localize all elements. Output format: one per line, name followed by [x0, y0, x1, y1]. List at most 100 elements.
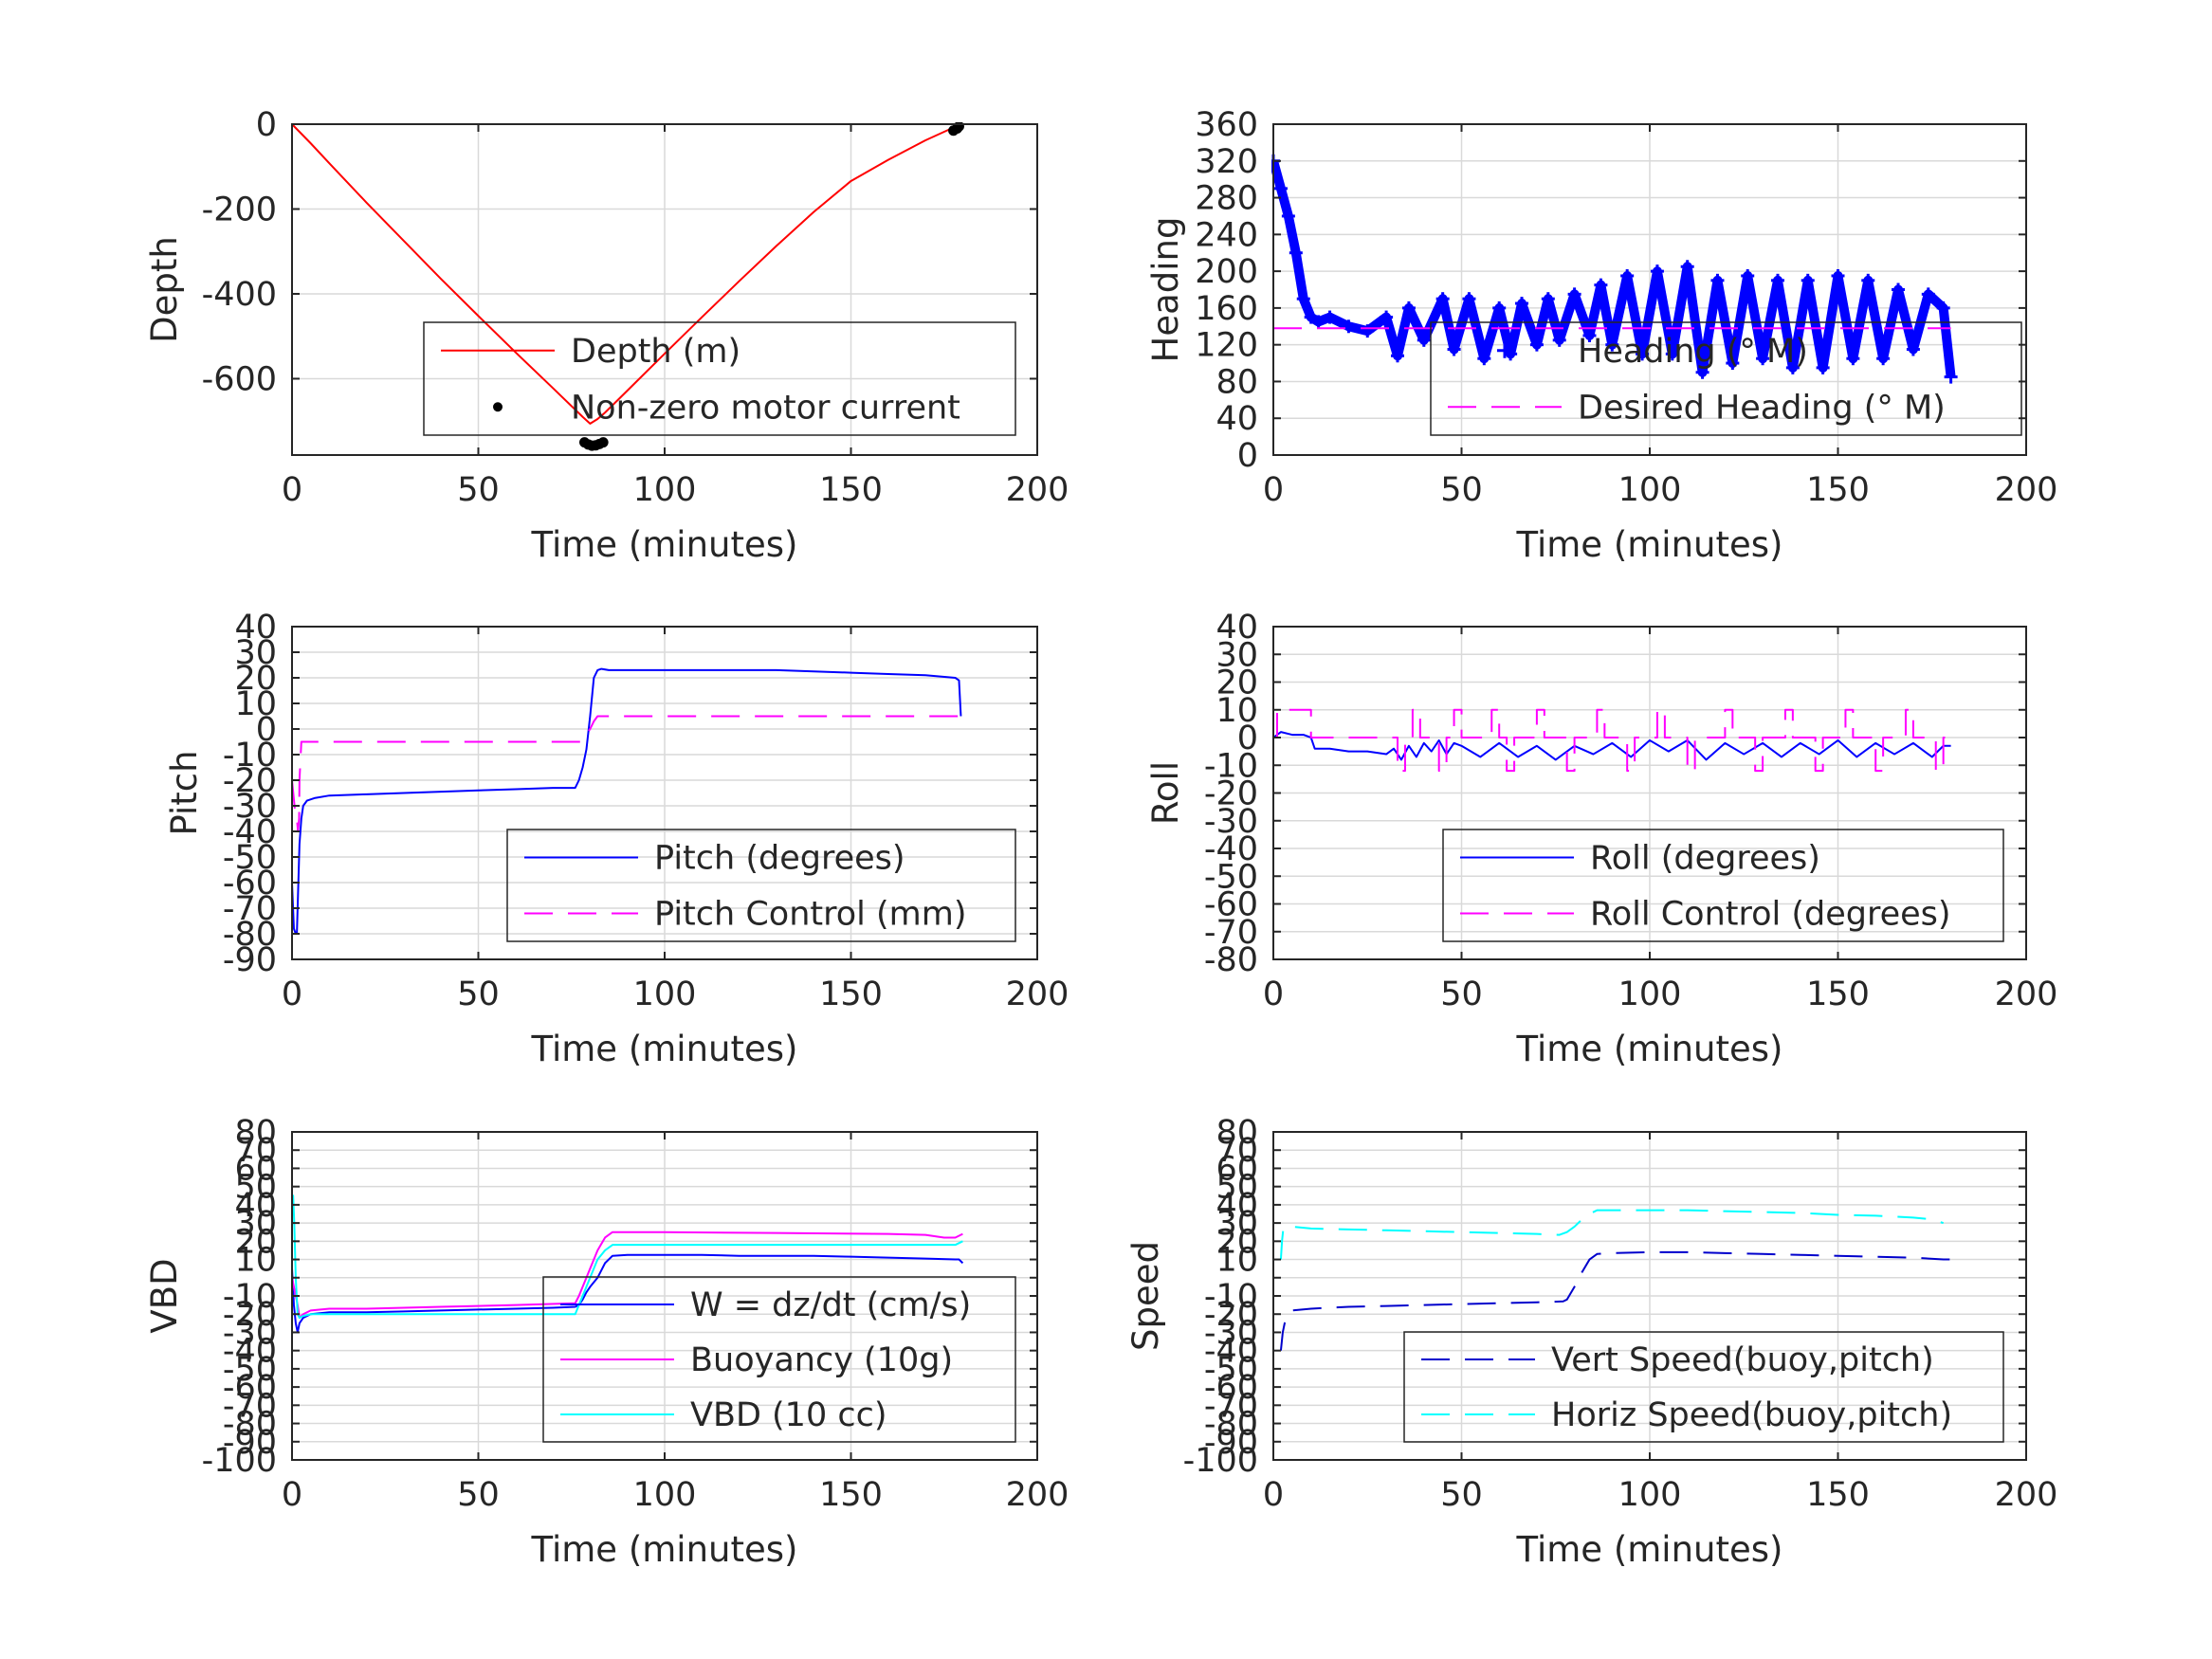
series-line	[291, 1231, 963, 1320]
legend-label: Vert Speed(buoy,pitch)	[1551, 1341, 1934, 1379]
y-axis-label: Roll	[1145, 761, 1186, 825]
y-tick-label: 10	[234, 1242, 277, 1280]
y-tick-label: 160	[1195, 290, 1258, 328]
legend-label: Desired Heading (° M)	[1578, 389, 1946, 427]
tick-marks	[1272, 123, 2027, 456]
x-tick-label: 50	[457, 1476, 500, 1514]
legend-label: Non-zero motor current	[571, 389, 960, 427]
x-tick-label: 100	[633, 1476, 697, 1514]
y-tick-label: -80	[223, 1406, 277, 1444]
y-tick-label: -30	[223, 788, 277, 826]
y-tick-label: 60	[234, 1150, 277, 1188]
x-tick-label: 0	[1263, 471, 1284, 509]
y-tick-label: 0	[256, 106, 277, 144]
x-tick-label: 150	[819, 975, 883, 1013]
legend: W = dz/dt (cm/s) Buoyancy (10g) VBD (10 cc…	[542, 1276, 1016, 1443]
y-tick-label: 40	[234, 1187, 277, 1225]
y-tick-label: 0	[256, 711, 277, 749]
x-tick-label: 50	[457, 471, 500, 509]
y-tick-label: 40	[1216, 400, 1258, 438]
series-depth-1	[579, 122, 964, 451]
y-tick-label: 70	[1216, 1132, 1258, 1170]
y-tick-label: 20	[234, 660, 277, 698]
x-tick-label: 0	[282, 975, 302, 1013]
chart-speed: 0 50 100 150 2008070605040302010-10-20-30-40…	[1125, 1114, 2057, 1570]
y-tick-label: -20	[1204, 1296, 1258, 1334]
y-tick-label: 20	[234, 1223, 277, 1261]
legend-label: Roll Control (degrees)	[1590, 896, 1951, 934]
x-tick-label: 50	[1440, 1476, 1483, 1514]
y-tick-label: -200	[202, 191, 277, 228]
tick-marks	[1272, 626, 2027, 960]
y-tick-label: -10	[223, 1278, 277, 1316]
x-tick-label: 150	[1806, 975, 1870, 1013]
y-tick-label: -50	[1204, 858, 1258, 896]
y-tick-label: -60	[1204, 886, 1258, 924]
y-tick-label: 10	[1216, 1242, 1258, 1280]
y-tick-label: -40	[223, 1333, 277, 1371]
chart-vbd: 0 50 100 150 2008070605040302010-10-20-30-40…	[144, 1114, 1069, 1570]
x-tick-label: 200	[1995, 471, 2058, 509]
y-tick-label: 70	[234, 1132, 277, 1170]
legend-label: Depth (m)	[571, 333, 740, 371]
y-tick-label: -90	[223, 941, 277, 979]
legend-box	[506, 829, 1016, 942]
series-roll-0	[1272, 731, 1951, 761]
legend-box	[1430, 321, 2022, 436]
y-tick-label: -100	[1183, 1442, 1258, 1480]
x-tick-label: 100	[1618, 1476, 1682, 1514]
legend-label: W = dz/dt (cm/s)	[690, 1286, 971, 1324]
y-tick-label: -30	[1204, 1314, 1258, 1352]
x-tick-label: 0	[1263, 975, 1284, 1013]
x-tick-label: 100	[633, 975, 697, 1013]
y-tick-label: -10	[1204, 747, 1258, 785]
x-tick-label: 150	[819, 1476, 883, 1514]
legend-label: Buoyancy (10g)	[690, 1341, 953, 1379]
legend-box	[542, 1276, 1016, 1443]
legend: Vert Speed(buoy,pitch) Horiz Speed(buoy,p…	[1403, 1331, 2004, 1443]
y-tick-label: 320	[1195, 143, 1258, 181]
y-tick-label: -70	[1204, 1387, 1258, 1425]
chart-depth: 0 50 100 150 200 0 -200 -400 -600 Time (minutes) D…	[144, 106, 1069, 565]
series-vbd-1	[291, 1231, 963, 1320]
y-tick-label: 30	[234, 634, 277, 672]
y-tick-label: -60	[223, 1369, 277, 1407]
y-tick-label: 40	[1216, 1187, 1258, 1225]
y-tick-label: 0	[1237, 720, 1258, 757]
chart-roll: 0 50 100 150 200403020100-10-20-30-40-50-60-…	[1145, 609, 2057, 1069]
y-tick-label: 10	[1216, 692, 1258, 730]
legend-label: Roll (degrees)	[1590, 840, 1820, 878]
y-tick-label: -20	[223, 1296, 277, 1334]
legend-label: VBD (10 cc)	[690, 1396, 887, 1434]
x-tick-label: 200	[1006, 1476, 1069, 1514]
y-tick-label: -600	[202, 360, 277, 398]
y-tick-label: 30	[234, 1205, 277, 1243]
series-line	[1273, 708, 1951, 773]
x-tick-label: 50	[1440, 471, 1483, 509]
y-tick-label: -400	[202, 276, 277, 314]
x-axis-label: Time (minutes)	[531, 524, 798, 565]
data-point	[597, 437, 609, 448]
legend: Heading (° M) Desired Heading (° M)	[1430, 321, 2022, 436]
y-tick-label: 50	[1216, 1169, 1258, 1207]
y-tick-label: 60	[1216, 1150, 1258, 1188]
series-line	[1279, 1250, 1951, 1351]
x-axis-label: Time (minutes)	[531, 1029, 798, 1069]
x-tick-label: 100	[1618, 471, 1682, 509]
series-depth-0	[291, 123, 960, 425]
series-line	[291, 715, 963, 832]
legend-swatch	[493, 402, 503, 412]
y-tick-label: -80	[1204, 1406, 1258, 1444]
x-tick-label: 100	[633, 471, 697, 509]
y-tick-label: -60	[223, 865, 277, 902]
series-speed-1	[1279, 1209, 1944, 1260]
x-tick-label: 50	[1440, 975, 1483, 1013]
x-tick-label: 200	[1995, 975, 2058, 1013]
series-line	[291, 123, 960, 425]
legend-label: Horiz Speed(buoy,pitch)	[1551, 1396, 1952, 1434]
y-tick-label: -70	[1204, 914, 1258, 952]
y-tick-label: -60	[1204, 1369, 1258, 1407]
x-axis-label: Time (minutes)	[531, 1529, 798, 1570]
y-axis-label: Speed	[1125, 1241, 1166, 1351]
